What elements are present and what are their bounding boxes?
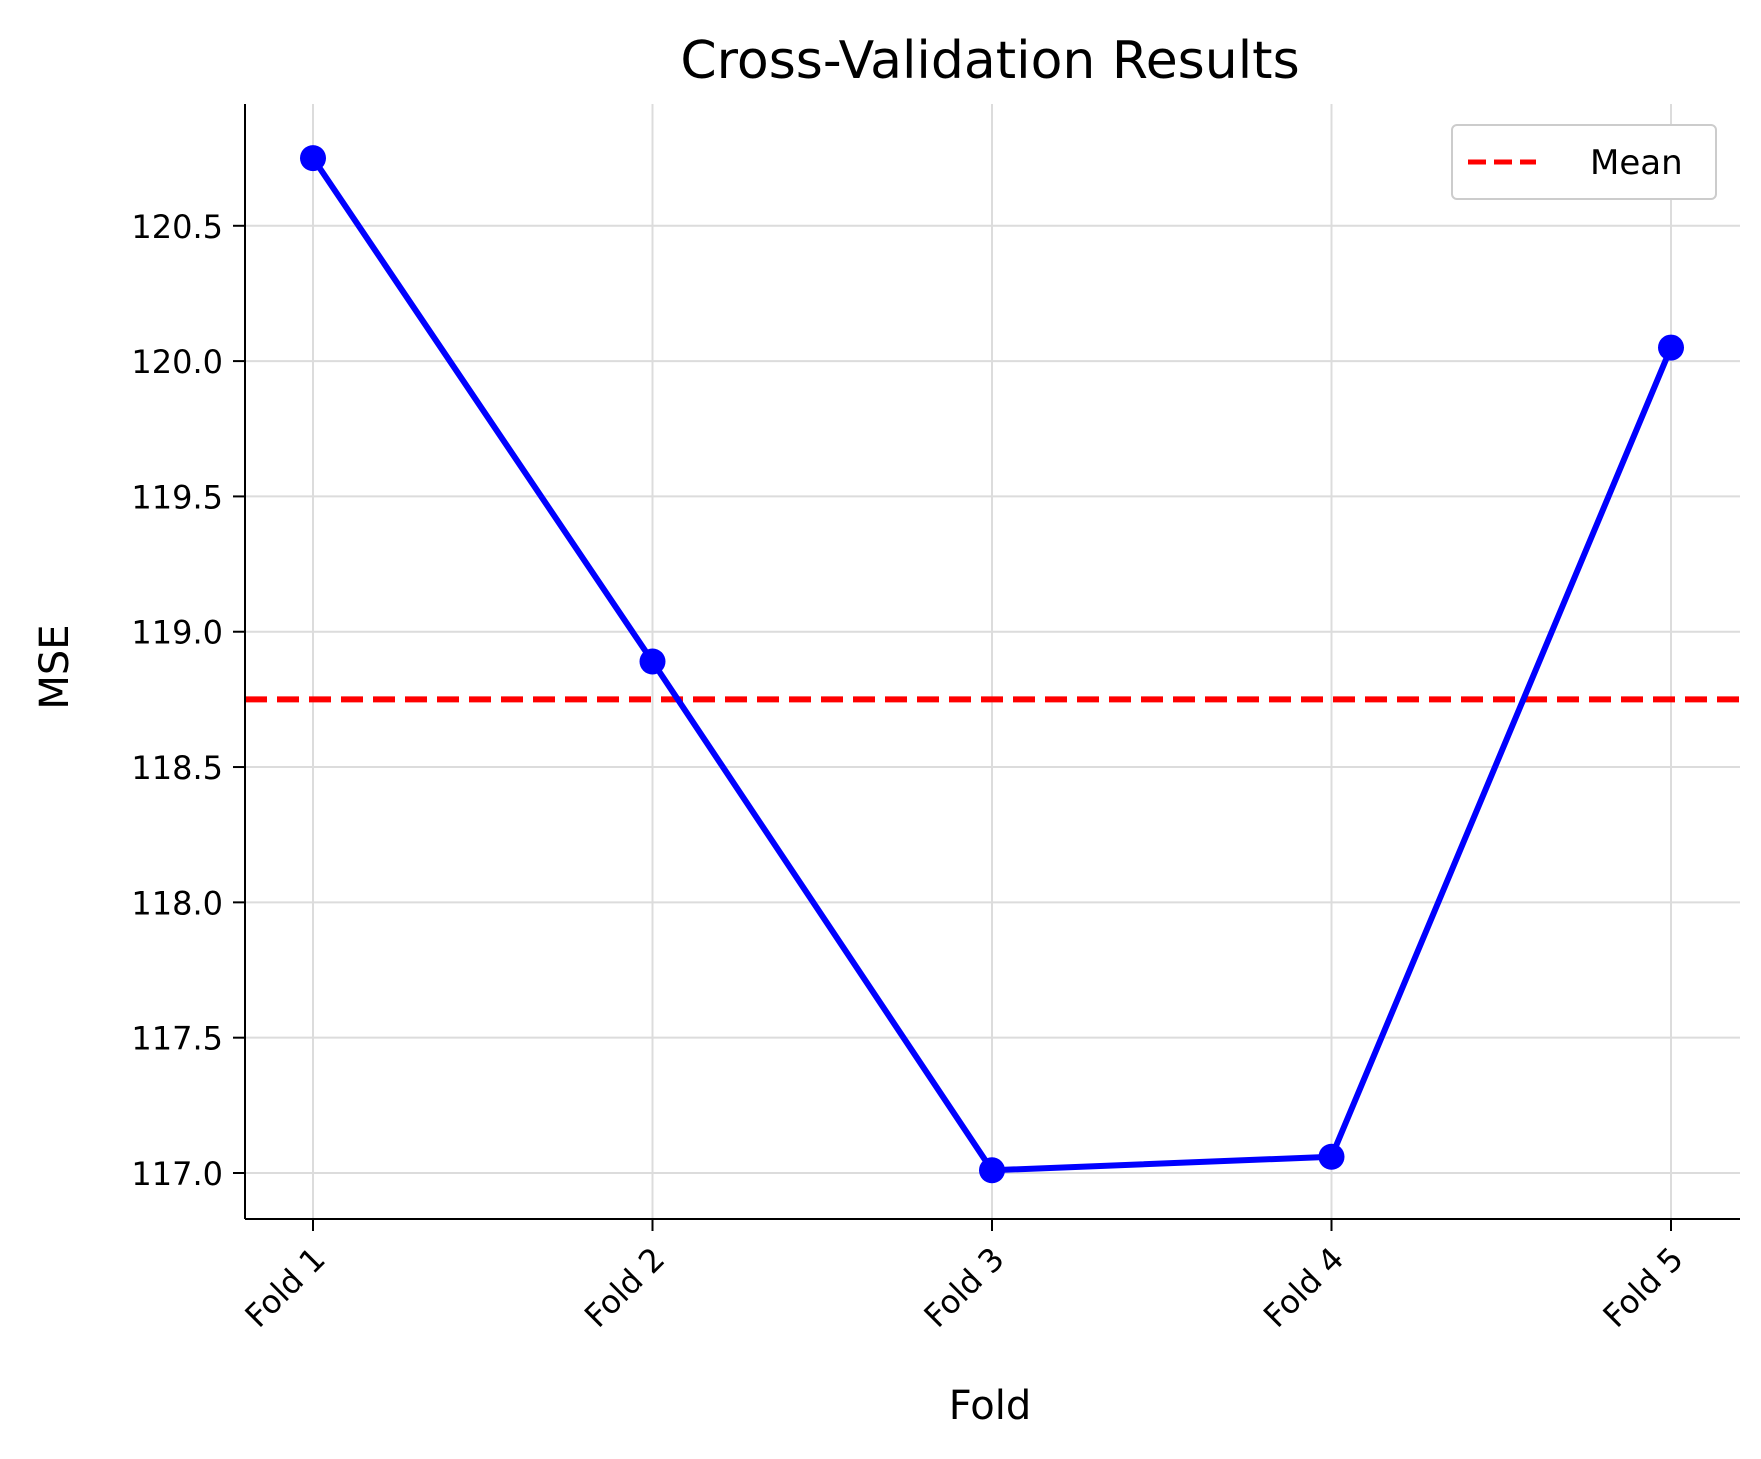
x-tick-label: Fold 1 xyxy=(237,1240,332,1335)
y-tick-label: 118.5 xyxy=(131,749,223,787)
y-tick-label: 119.0 xyxy=(131,614,223,652)
chart-title: Cross-Validation Results xyxy=(680,31,1299,91)
axes xyxy=(233,104,1740,1231)
data-point xyxy=(1658,334,1684,361)
x-tick-label: Fold 5 xyxy=(1595,1240,1690,1335)
legend-mean-label: Mean xyxy=(1590,143,1683,183)
data-point xyxy=(1318,1143,1345,1170)
y-tick-label: 117.0 xyxy=(131,1155,223,1193)
legend: Mean xyxy=(1451,124,1717,200)
legend-box xyxy=(1451,124,1717,200)
tick-labels: Fold 1 Fold 2 Fold 3 Fold 4 Fold 5 117.0 117.5… xyxy=(131,208,1690,1335)
x-axis-label: Fold xyxy=(949,1383,1032,1429)
y-tick-label: 120.0 xyxy=(131,343,223,381)
x-tick-label: Fold 2 xyxy=(577,1240,672,1335)
data-point xyxy=(639,648,666,675)
y-tick-label: 120.5 xyxy=(131,208,223,246)
series-group xyxy=(300,145,1684,1184)
y-tick-label: 119.5 xyxy=(131,478,223,516)
x-tick-label: Fold 4 xyxy=(1256,1240,1351,1335)
grid-lines xyxy=(245,104,1740,1219)
y-tick-label: 117.5 xyxy=(131,1020,223,1058)
x-tick-label: Fold 3 xyxy=(916,1240,1011,1335)
y-axis-label: MSE xyxy=(32,624,78,709)
data-point xyxy=(300,145,326,172)
data-point xyxy=(979,1157,1005,1184)
y-tick-label: 118.0 xyxy=(131,884,223,922)
